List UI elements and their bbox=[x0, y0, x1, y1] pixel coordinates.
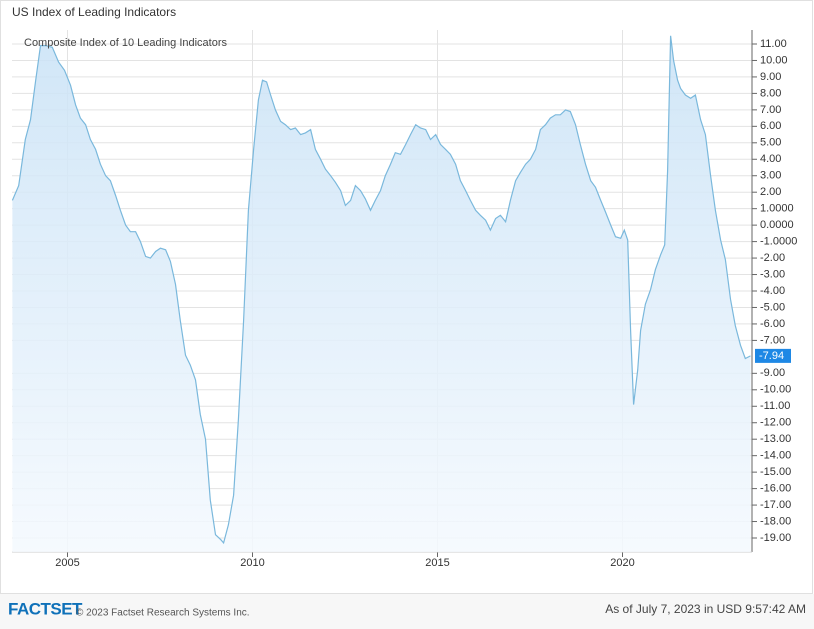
x-tick-label: 2005 bbox=[55, 557, 79, 569]
chart-subtitle: Composite Index of 10 Leading Indicators bbox=[24, 37, 228, 49]
area-fill bbox=[12, 35, 751, 553]
plot-area: 11.00 10.00 9.00 8.00 7.00 6.00 5.00 4.00 3.00 2.… bbox=[11, 30, 797, 569]
y-tick-label: 9.00 bbox=[760, 71, 781, 83]
y-tick-label: 0.0000 bbox=[760, 219, 794, 231]
y-tick-label: 5.00 bbox=[760, 137, 781, 149]
y-tick-label: 4.00 bbox=[760, 153, 781, 165]
y-tick-label: -6.00 bbox=[760, 318, 785, 330]
y-tick-label: -2.00 bbox=[760, 252, 785, 264]
x-tick-label: 2010 bbox=[240, 557, 264, 569]
y-tick-label: -4.00 bbox=[760, 285, 785, 297]
last-value-label: -7.94 bbox=[759, 350, 784, 362]
y-tick-label: -10.00 bbox=[760, 384, 791, 396]
y-tick-label: -3.00 bbox=[760, 268, 785, 280]
y-tick-label: -7.00 bbox=[760, 334, 785, 346]
y-tick-label: -19.00 bbox=[760, 532, 791, 544]
y-tick-label: -16.00 bbox=[760, 483, 791, 495]
y-tick-label: -14.00 bbox=[760, 450, 791, 462]
y-tick-label: -15.00 bbox=[760, 466, 791, 478]
y-tick-label: -9.00 bbox=[760, 367, 785, 379]
y-tick-label: -18.00 bbox=[760, 515, 791, 527]
y-tick-label: 6.00 bbox=[760, 120, 781, 132]
y-tick-label: -11.00 bbox=[760, 400, 790, 412]
y-tick-label: 3.00 bbox=[760, 170, 781, 182]
x-tick-label: 2015 bbox=[425, 557, 449, 569]
y-tick-label: -1.0000 bbox=[760, 236, 797, 248]
copyright: © 2023 Factset Research Systems Inc. bbox=[76, 608, 250, 619]
y-tick-label: 7.00 bbox=[760, 104, 781, 116]
y-tick-label: 8.00 bbox=[760, 87, 781, 99]
page-title: US Index of Leading Indicators bbox=[12, 5, 176, 19]
y-tick-label: -5.00 bbox=[760, 301, 785, 313]
y-tick-label: -12.00 bbox=[760, 417, 791, 429]
y-tick-label: 11.00 bbox=[760, 38, 787, 50]
y-tick-label: -13.00 bbox=[760, 433, 791, 445]
footer-bar bbox=[0, 594, 814, 629]
y-tick-label: 10.00 bbox=[760, 54, 788, 66]
y-tick-label: 2.00 bbox=[760, 186, 781, 198]
brand: FACTSET bbox=[8, 599, 83, 618]
last-value-badge bbox=[755, 348, 791, 363]
timestamp: As of July 7, 2023 in USD 9:57:42 AM bbox=[605, 602, 806, 616]
y-tick-label: 1.0000 bbox=[760, 203, 794, 215]
y-tick-label: -17.00 bbox=[760, 499, 791, 511]
x-tick-label: 2020 bbox=[610, 557, 634, 569]
series-line bbox=[11, 35, 751, 545]
